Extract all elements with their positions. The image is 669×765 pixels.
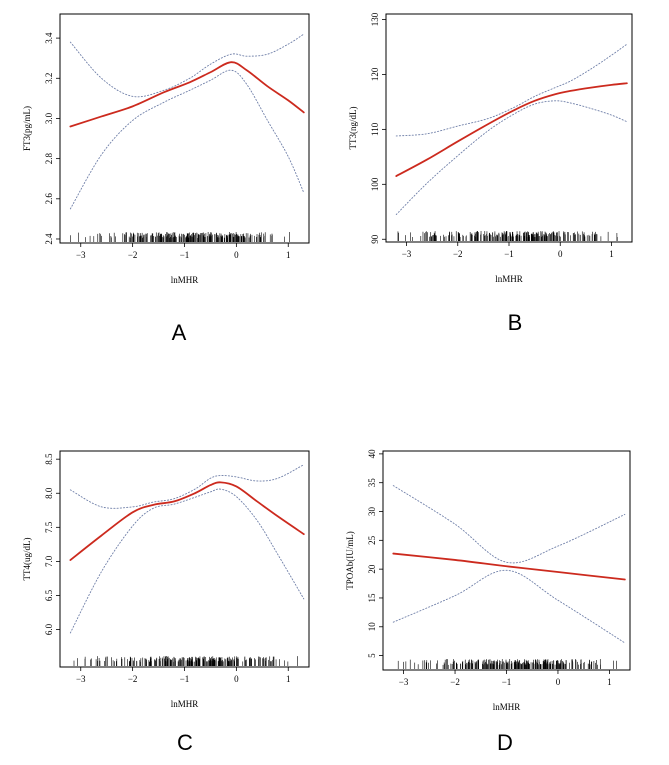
y-tick-label: 110 xyxy=(370,122,380,136)
y-axis-label: TT4(ug/dL) xyxy=(22,538,32,581)
ci-lower-curve xyxy=(69,69,305,210)
plot-frame xyxy=(385,13,633,243)
y-tick-label: 40 xyxy=(367,449,377,459)
x-tick-label: −1 xyxy=(180,674,190,684)
ci-upper-curve xyxy=(395,43,628,137)
panel-c: −3 −2 −1 0 1 6.0 6.5 7.0 7.5 8.0 8.5 lnMHR TT4(ug/dL… xyxy=(22,450,310,755)
y-tick-label: 3.2 xyxy=(44,73,54,84)
y-tick-label: 30 xyxy=(367,507,377,517)
x-tick-label: −3 xyxy=(399,677,409,687)
x-axis-label: lnMHR xyxy=(171,699,199,709)
y-tick-label: 7.0 xyxy=(44,555,54,567)
y-tick-label: 6.0 xyxy=(44,623,54,635)
y-tick-label: 6.5 xyxy=(44,589,54,601)
ci-upper-curve xyxy=(69,464,305,509)
y-tick-label: 3.4 xyxy=(44,32,54,44)
panel-b: −3 −2 −1 0 1 90 100 110 120 130 lnMHR TT3(ng/dL) B xyxy=(348,12,633,335)
rug-ticks xyxy=(73,656,298,666)
x-tick-label: 1 xyxy=(607,677,612,687)
y-tick-label: 8.5 xyxy=(44,453,54,465)
x-tick-label: −2 xyxy=(128,674,138,684)
x-tick-label: −2 xyxy=(450,677,460,687)
x-tick-label: 1 xyxy=(286,250,291,260)
y-tick-label: 2.6 xyxy=(44,193,54,205)
x-tick-label: −2 xyxy=(128,250,138,260)
x-tick-label: −3 xyxy=(76,674,86,684)
panel-d: −3 −2 −1 0 1510152025303540lnMHRTPOAb(IU/mL)… xyxy=(345,449,631,755)
x-axis-label: lnMHR xyxy=(171,275,199,285)
y-tick-label: 25 xyxy=(367,535,377,545)
ci-upper-curve xyxy=(69,33,305,98)
rug-ticks xyxy=(70,232,290,242)
fit-curve xyxy=(395,82,628,177)
y-tick-label: 20 xyxy=(367,564,377,574)
panel-label: B xyxy=(508,310,523,335)
ci-lower-curve xyxy=(392,569,626,644)
x-tick-label: 1 xyxy=(609,249,614,259)
panel-label: A xyxy=(172,320,187,345)
x-tick-label: 0 xyxy=(234,674,239,684)
y-axis-label: TPOAb(IU/mL) xyxy=(345,531,355,590)
x-tick-label: −1 xyxy=(502,677,512,687)
y-tick-label: 7.5 xyxy=(44,521,54,533)
y-tick-label: 100 xyxy=(370,177,380,191)
x-axis-label: lnMHR xyxy=(495,274,523,284)
x-tick-label: 0 xyxy=(556,677,561,687)
x-tick-label: 0 xyxy=(234,250,239,260)
x-tick-label: −2 xyxy=(453,249,463,259)
y-axis-label: TT3(ng/dL) xyxy=(348,107,358,150)
rug-ticks xyxy=(397,659,617,669)
y-tick-label: 15 xyxy=(367,593,377,603)
y-axis-label: FT3(pg/mL) xyxy=(22,106,32,151)
x-tick-label: 1 xyxy=(286,674,291,684)
ci-lower-curve xyxy=(69,488,305,634)
y-tick-label: 5 xyxy=(367,653,377,658)
y-tick-label: 90 xyxy=(370,234,380,244)
x-tick-label: −3 xyxy=(76,250,86,260)
y-tick-label: 120 xyxy=(370,67,380,81)
y-tick-label: 3.0 xyxy=(44,112,54,124)
y-tick-label: 2.4 xyxy=(44,233,54,245)
y-tick-label: 10 xyxy=(367,622,377,632)
x-tick-label: −1 xyxy=(180,250,190,260)
y-tick-label: 35 xyxy=(367,478,377,488)
panel-label: D xyxy=(497,730,513,755)
fit-curve xyxy=(392,552,626,581)
plot-frame xyxy=(59,13,310,244)
ci-lower-curve xyxy=(395,100,628,215)
plot-frame xyxy=(382,450,631,671)
ci-upper-curve xyxy=(392,485,626,564)
y-tick-label: 130 xyxy=(370,12,380,26)
fit-curve xyxy=(69,481,305,561)
y-tick-label: 2.8 xyxy=(44,153,54,165)
x-axis-label: lnMHR xyxy=(493,702,521,712)
plot-frame xyxy=(59,450,310,668)
fit-curve xyxy=(69,61,305,128)
x-tick-label: −1 xyxy=(504,249,514,259)
x-tick-label: 0 xyxy=(558,249,563,259)
x-tick-label: −3 xyxy=(402,249,412,259)
panel-label: C xyxy=(177,730,193,755)
panel-a: −3 −2 −1 0 1 2.4 2.6 2.8 3.0 3.2 3.4 lnMHR FT3(pg/mL… xyxy=(22,13,310,345)
rug-ticks xyxy=(397,231,618,241)
y-tick-label: 8.0 xyxy=(44,487,54,499)
